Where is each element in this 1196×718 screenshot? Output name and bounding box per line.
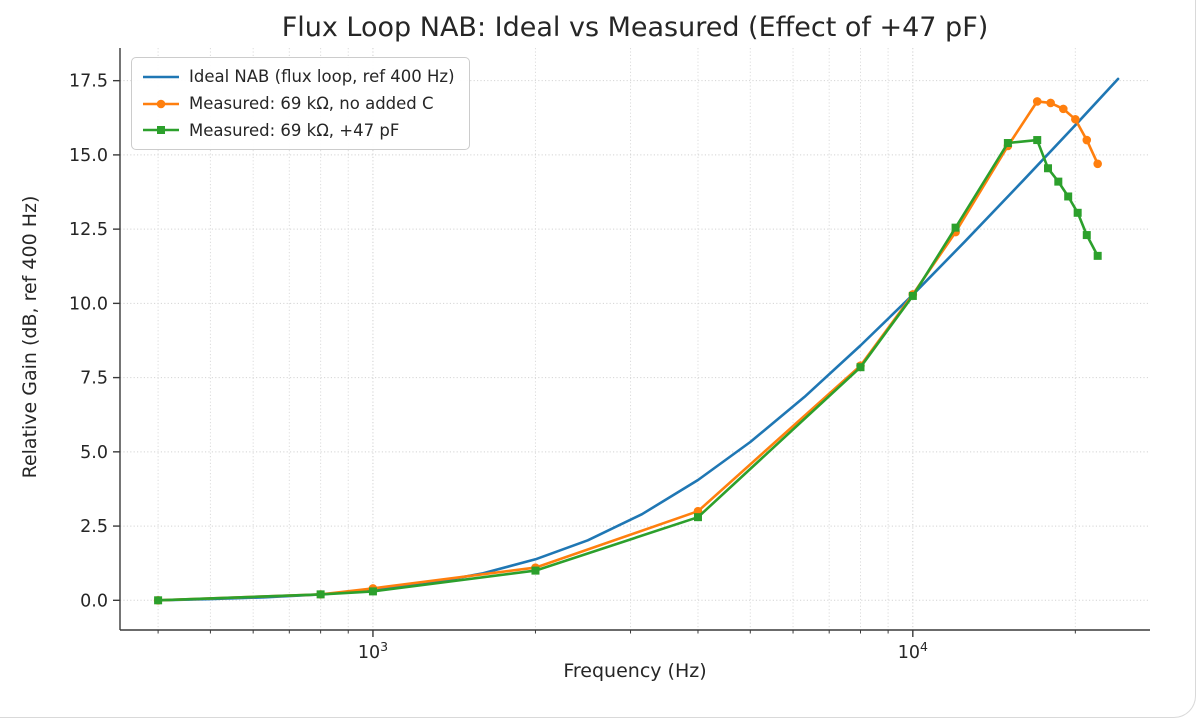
y-tick-label: 2.5 — [80, 517, 108, 537]
circle-marker — [1046, 98, 1055, 108]
square-marker — [908, 291, 917, 300]
legend-entry: Ideal NAB (flux loop, ref 400 Hz) — [142, 67, 455, 87]
legend-sample-square-icon — [143, 126, 179, 135]
square-marker — [1082, 231, 1091, 240]
legend-entry: Measured: 69 kΩ, +47 pF — [142, 121, 455, 141]
x-tick-label: 103 — [358, 639, 388, 663]
square-marker — [1064, 192, 1073, 201]
x-axis-label: Frequency (Hz) — [563, 660, 707, 682]
square-marker — [154, 596, 163, 605]
y-tick-label: 15.0 — [69, 146, 108, 166]
legend-label: Measured: 69 kΩ, +47 pF — [189, 120, 400, 140]
circle-marker — [1093, 159, 1102, 169]
square-marker — [856, 363, 865, 372]
circle-marker — [1059, 104, 1068, 114]
square-marker — [1093, 251, 1102, 260]
series-1 — [153, 97, 1102, 605]
axes-spines — [119, 48, 1150, 631]
square-marker — [1003, 139, 1012, 148]
legend-label: Ideal NAB (flux loop, ref 400 Hz) — [189, 67, 455, 86]
legend-sample-circle-icon — [143, 99, 179, 108]
series-2 — [154, 136, 1102, 605]
legend: Ideal NAB (flux loop, ref 400 Hz) Measure… — [131, 57, 470, 151]
y-tick-label: 10.0 — [69, 294, 108, 314]
y-tick-label: 0.0 — [80, 591, 108, 611]
square-marker — [316, 590, 325, 599]
axis-ticks: 103 104 0.0 2.5 5.0 7.5 10.0 12.5 15.0 17.5 — [69, 72, 1076, 663]
square-marker — [531, 566, 540, 575]
x-tick-label: 104 — [898, 639, 928, 663]
square-marker — [368, 587, 377, 596]
legend-entry: Measured: 69 kΩ, no added C — [142, 94, 455, 114]
circle-marker — [1082, 135, 1092, 145]
y-tick-label: 12.5 — [69, 220, 108, 240]
circle-marker — [1032, 97, 1042, 106]
square-marker — [693, 513, 702, 522]
series-0 — [156, 77, 1120, 602]
chart-title: Flux Loop NAB: Ideal vs Measured (Effect… — [281, 12, 989, 43]
legend-sample-line-icon — [143, 75, 179, 79]
y-tick-label: 17.5 — [69, 72, 108, 92]
square-marker — [1054, 177, 1063, 186]
square-marker — [1044, 164, 1053, 173]
series-line — [156, 138, 1099, 602]
square-marker — [951, 223, 960, 232]
circle-marker — [1071, 114, 1080, 124]
series-line — [156, 100, 1099, 602]
y-axis-label: Relative Gain (dB, ref 400 Hz) — [19, 195, 41, 479]
legend-label: Measured: 69 kΩ, no added C — [189, 93, 434, 113]
series-line — [156, 77, 1120, 602]
square-marker — [1073, 208, 1082, 217]
square-marker — [1033, 136, 1042, 145]
y-tick-label: 7.5 — [80, 369, 108, 389]
y-tick-label: 5.0 — [80, 443, 108, 463]
